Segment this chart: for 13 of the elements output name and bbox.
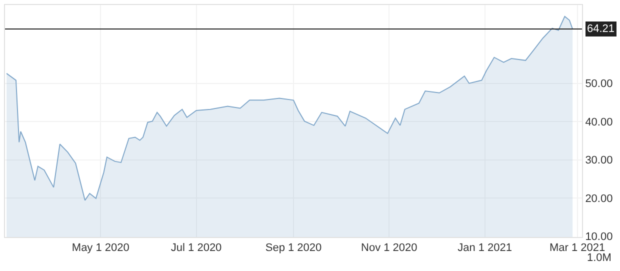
y-tick-label: 20.00 — [585, 192, 613, 205]
x-tick-label: Sep 1 2020 — [265, 242, 322, 254]
y-tick-label: 50.00 — [585, 78, 613, 90]
y-tick-label: 40.00 — [585, 116, 613, 128]
text: 1.0M — [587, 252, 612, 264]
x-tick-label: May 1 2020 — [72, 242, 130, 254]
x-tick-label: Jul 1 2020 — [170, 242, 222, 254]
x-tick-label: Nov 1 2020 — [361, 242, 418, 254]
x-tick-label: Jan 1 2021 — [458, 242, 512, 254]
ref-line-label: 64.21 — [587, 23, 615, 35]
x-tick-label: Mar 1 2021 — [549, 242, 606, 254]
y-tick-label: 30.00 — [585, 154, 613, 167]
y-tick-label: 10.00 — [585, 231, 613, 244]
